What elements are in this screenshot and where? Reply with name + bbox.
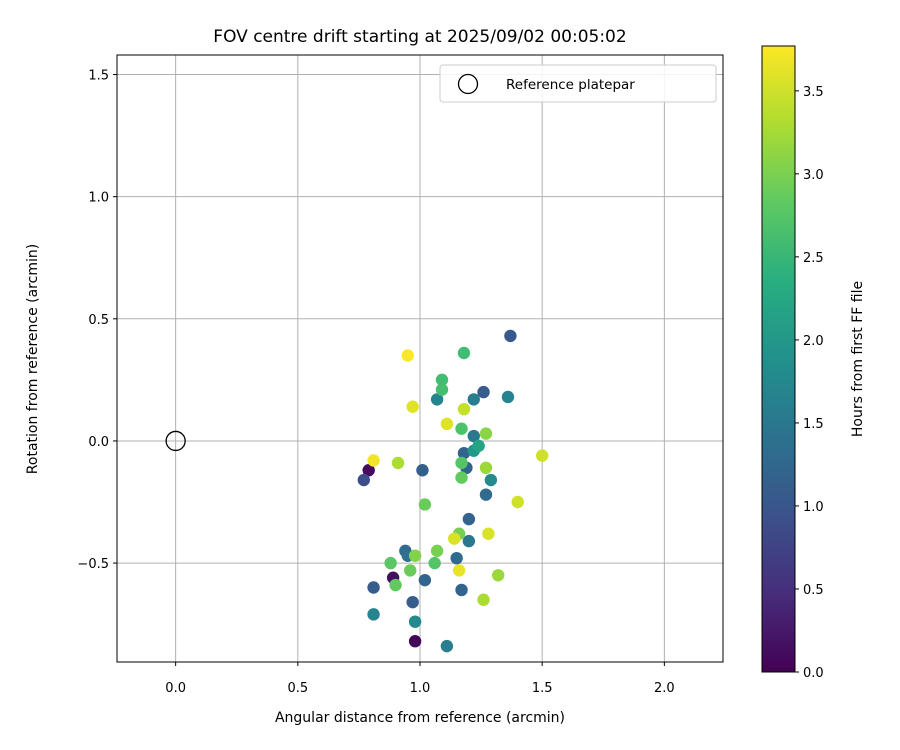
data-point bbox=[367, 581, 380, 594]
data-point bbox=[435, 383, 449, 396]
data-point bbox=[477, 385, 490, 399]
x-axis-label: Angular distance from reference (arcmin) bbox=[275, 710, 565, 726]
data-point bbox=[418, 573, 432, 587]
data-point bbox=[367, 454, 380, 467]
colorbar-frame bbox=[761, 45, 796, 673]
data-point bbox=[401, 349, 414, 362]
y-tick-label: −0.5 bbox=[77, 557, 109, 572]
x-tick-label: 2.0 bbox=[654, 681, 675, 696]
data-point bbox=[462, 512, 476, 526]
x-axis-ticks: 0.0 0.5 1.0 1.5 2.0 bbox=[165, 662, 675, 696]
data-point bbox=[504, 329, 517, 343]
data-point bbox=[452, 564, 466, 577]
data-point bbox=[362, 464, 375, 477]
data-point bbox=[408, 549, 422, 562]
data-point bbox=[391, 456, 405, 470]
data-point bbox=[455, 422, 468, 435]
x-tick-label: 0.5 bbox=[287, 681, 308, 696]
data-point bbox=[462, 534, 476, 548]
data-point bbox=[440, 417, 454, 431]
colorbar-label: Hours from first FF file bbox=[850, 281, 866, 437]
data-point bbox=[408, 635, 422, 648]
data-point bbox=[482, 527, 495, 540]
colorbar-tick-label: 1.0 bbox=[803, 500, 824, 515]
data-point bbox=[472, 439, 485, 453]
data-point bbox=[467, 393, 480, 406]
data-point bbox=[416, 464, 429, 477]
data-point bbox=[491, 569, 505, 582]
data-point bbox=[430, 544, 444, 558]
data-point bbox=[455, 456, 468, 470]
data-point bbox=[450, 551, 463, 565]
data-point bbox=[479, 427, 493, 440]
y-tick-label: 1.5 bbox=[88, 69, 109, 84]
x-tick-label: 1.0 bbox=[410, 681, 431, 696]
data-point bbox=[455, 471, 468, 484]
data-point bbox=[467, 429, 480, 443]
reference-platepar-marker bbox=[165, 430, 186, 452]
y-tick-label: 0.5 bbox=[88, 313, 109, 328]
chart-title: FOV centre drift starting at 2025/09/02 … bbox=[213, 27, 626, 47]
data-point bbox=[535, 449, 549, 462]
legend-box bbox=[439, 64, 717, 103]
data-point bbox=[484, 473, 498, 487]
data-point bbox=[406, 400, 419, 413]
colorbar-tick-label: 1.5 bbox=[803, 417, 824, 432]
colorbar-tick-label: 0.5 bbox=[803, 583, 824, 598]
colorbar-tick-label: 0.0 bbox=[803, 666, 824, 681]
data-point bbox=[479, 461, 493, 475]
y-tick-label: 0.0 bbox=[88, 435, 109, 450]
data-point bbox=[435, 373, 449, 387]
data-point bbox=[479, 488, 493, 501]
data-point bbox=[457, 402, 471, 416]
data-point bbox=[418, 498, 432, 511]
data-point bbox=[408, 615, 422, 628]
data-point bbox=[440, 639, 454, 653]
data-point bbox=[457, 346, 471, 360]
data-point bbox=[455, 583, 468, 597]
data-point bbox=[428, 556, 441, 570]
colorbar-tick-label: 2.5 bbox=[803, 251, 824, 266]
data-point bbox=[448, 532, 461, 545]
data-point bbox=[457, 446, 471, 460]
x-tick-label: 1.5 bbox=[532, 681, 553, 696]
data-point bbox=[406, 595, 419, 609]
data-point bbox=[511, 495, 524, 509]
colorbar-tick-label: 3.5 bbox=[803, 85, 824, 100]
data-point bbox=[367, 608, 380, 621]
data-point bbox=[430, 393, 444, 406]
data-point bbox=[357, 473, 370, 487]
data-point bbox=[501, 390, 515, 404]
colorbar-tick-label: 3.0 bbox=[803, 168, 824, 183]
colorbar-tick-label: 2.0 bbox=[803, 334, 824, 349]
y-axis-ticks: −0.5 0.0 0.5 1.0 1.5 bbox=[77, 69, 117, 572]
legend-open-circle-icon bbox=[457, 73, 479, 95]
y-axis-label: Rotation from reference (arcmin) bbox=[25, 244, 41, 474]
y-tick-label: 1.0 bbox=[88, 191, 109, 206]
data-point bbox=[404, 564, 417, 577]
legend: Reference platepar bbox=[439, 64, 717, 103]
colorbar-ticks: 0.0 0.5 1.0 1.5 2.0 2.5 3.0 3.5 bbox=[795, 85, 824, 681]
data-point bbox=[477, 593, 490, 606]
legend-entry-reference-platepar: Reference platepar bbox=[506, 77, 635, 93]
data-points bbox=[357, 329, 549, 653]
data-point bbox=[389, 578, 402, 592]
colorbar: 0.0 0.5 1.0 1.5 2.0 2.5 3.0 3.5 Hours from firs… bbox=[761, 45, 866, 681]
colorbar-gradient bbox=[762, 46, 795, 672]
data-point bbox=[384, 556, 397, 570]
x-tick-label: 0.0 bbox=[165, 681, 186, 696]
